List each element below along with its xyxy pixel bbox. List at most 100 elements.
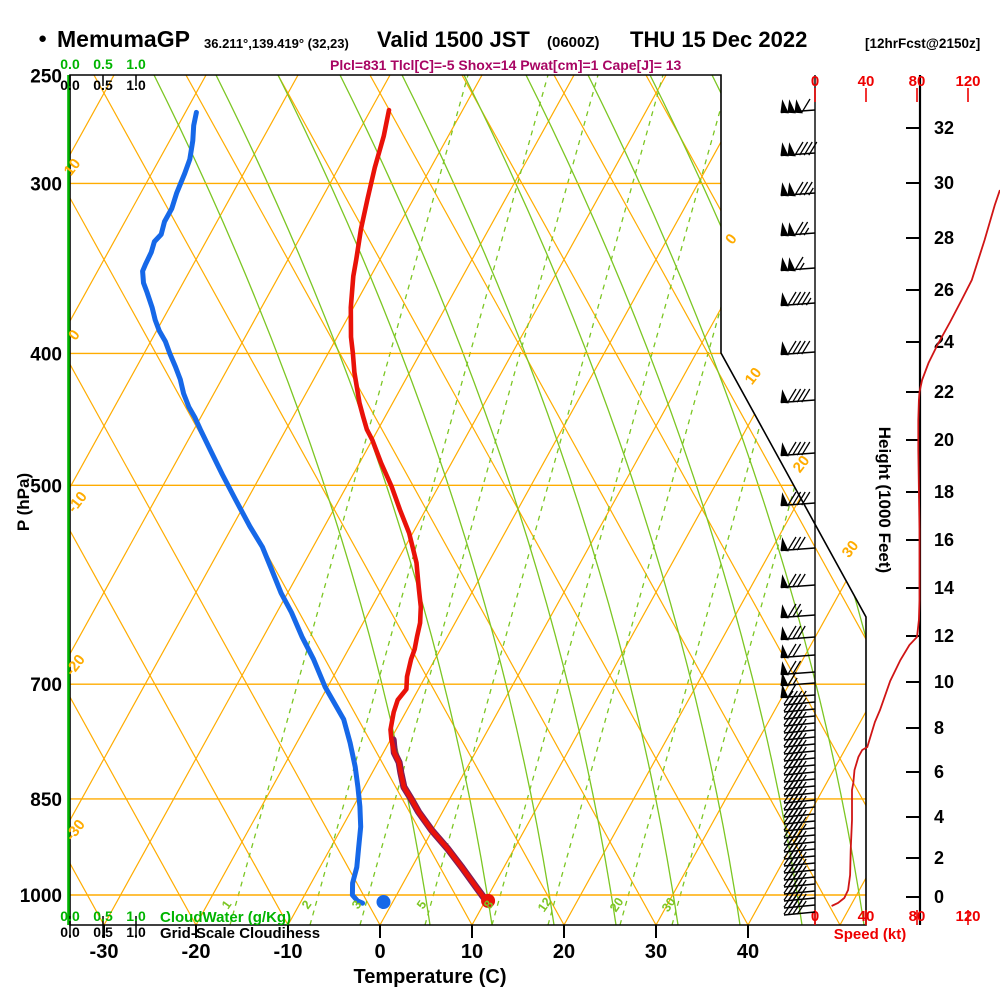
wind-barb-full <box>787 340 797 355</box>
cloudwater-scale-label-top: 1.0 <box>126 56 146 72</box>
valid-date: THU 15 Dec 2022 <box>630 27 808 52</box>
wind-barb-full <box>787 900 798 915</box>
isotherm-label: 0 <box>722 231 741 248</box>
dry-adiabat-line <box>185 75 657 925</box>
height-tick-label: 12 <box>934 626 954 646</box>
mixing-ratio-label: 20 <box>607 895 626 914</box>
wind-barb-staff <box>783 911 816 916</box>
wind-barb-full <box>783 886 794 901</box>
wind-barb-full <box>787 536 797 551</box>
mixing-ratio-line <box>229 75 469 925</box>
wind-barb-half <box>808 187 814 196</box>
wind-barb-full <box>803 141 813 156</box>
height-tick-label: 32 <box>934 118 954 138</box>
wind-barb-full <box>796 625 806 640</box>
isotherm-label: 10 <box>742 364 766 388</box>
wind-barb-pennant <box>780 537 789 552</box>
dry-adiabat-line <box>70 75 289 925</box>
speed-axis-label: Speed (kt) <box>833 926 907 943</box>
wind-barb-full <box>792 625 802 640</box>
wind-speed-profile <box>831 189 1000 907</box>
moist-adiabat-line <box>277 75 555 925</box>
wind-barb-full <box>796 900 807 915</box>
dry-adiabat-label: -30 <box>62 816 89 844</box>
wind-barb-full <box>783 830 794 845</box>
cloudiness-scale-label-top: 0.5 <box>93 77 113 93</box>
wind-barb-full <box>801 98 811 113</box>
wind-barb-full <box>783 753 794 768</box>
wind-barb-pennant <box>780 222 789 237</box>
speed-tick-label-top: 0 <box>811 73 819 90</box>
isotherm-line <box>195 75 667 925</box>
station-name: MemumaGP <box>57 26 190 52</box>
height-tick-label: 26 <box>934 280 954 300</box>
wind-barb-pennant <box>780 442 789 457</box>
cloudiness-scale-label-bottom: 0.0 <box>60 924 80 940</box>
wind-barb-full <box>783 851 794 866</box>
pressure-axis-label: P (hPa) <box>14 472 33 532</box>
wind-barb-full <box>787 441 797 456</box>
speed-tick-label-bottom: 0 <box>811 908 819 925</box>
wind-barb-full <box>801 491 811 506</box>
height-tick-label: 30 <box>934 173 954 193</box>
moist-adiabat-line <box>401 75 679 925</box>
temperature-axis-label: Temperature (C) <box>353 966 507 988</box>
wind-barb-full <box>792 291 802 306</box>
wind-barb-full <box>783 781 794 796</box>
wind-barb-full <box>783 872 794 887</box>
wind-barb-full <box>783 865 794 880</box>
wind-barb-half <box>799 262 805 271</box>
forecast-lead: [12hrFcst@2150z] <box>865 36 981 51</box>
wind-barb-pennant <box>780 626 789 641</box>
height-tick-label: 18 <box>934 482 954 502</box>
wind-barb-pennant <box>780 99 789 114</box>
temperature-tick-label: -10 <box>274 941 303 963</box>
wind-barb-half <box>803 227 810 236</box>
wind-barb-half <box>805 297 812 306</box>
cloudiness-scale-label-bottom: 1.0 <box>126 924 146 940</box>
pressure-tick-label: 1000 <box>20 886 62 907</box>
wind-barb-full <box>792 660 802 675</box>
temperature-tick-label: 10 <box>461 941 483 963</box>
wind-barb-full <box>787 573 797 588</box>
cloudiness-scale-label-top: 0.0 <box>60 77 80 93</box>
wind-barb-pennant <box>787 222 796 237</box>
wind-barb-pennant <box>780 341 789 356</box>
mixing-ratio-line <box>619 75 859 925</box>
wind-barb-full <box>792 900 803 915</box>
dry-adiabat-label: 10 <box>61 155 85 179</box>
wind-barb-full <box>799 221 809 236</box>
cloudwater-scale-label-bottom: 1.0 <box>126 908 146 924</box>
wind-barb-full <box>783 767 794 782</box>
wind-barb-full <box>792 573 802 588</box>
moist-adiabat-line <box>463 75 741 925</box>
valid-time: Valid 1500 JST <box>377 27 530 52</box>
wind-barb-full <box>794 141 804 156</box>
valid-time-utc: (0600Z) <box>547 34 600 51</box>
wind-barb-pennant <box>780 142 789 157</box>
stability-indices: Plcl=831 Tlcl[C]=-5 Shox=14 Pwat[cm]=1 C… <box>330 57 682 73</box>
dry-adiabat-label: -20 <box>62 651 89 679</box>
wind-barbs <box>780 98 818 916</box>
wind-barb-half <box>792 677 798 686</box>
wind-barb-pennant <box>787 142 796 157</box>
height-tick-label: 4 <box>934 807 944 827</box>
wind-barb-pennant <box>780 684 789 699</box>
pressure-tick-label: 850 <box>30 790 62 811</box>
temperature-tick-label: 40 <box>737 941 759 963</box>
temperature-tick-label: 30 <box>645 941 667 963</box>
wind-barb-full <box>787 491 797 506</box>
wind-barb-pennant <box>780 661 789 676</box>
mixing-ratio-line <box>547 75 787 925</box>
wind-barb-pennant <box>780 644 789 659</box>
moist-adiabat-line <box>339 75 617 925</box>
isotherm-line <box>287 75 759 925</box>
height-tick-label: 16 <box>934 530 954 550</box>
wind-barb-full <box>787 291 797 306</box>
wind-barb-full <box>808 141 818 156</box>
wind-barb-full <box>794 221 804 236</box>
wind-barb-full <box>792 340 802 355</box>
isotherm-line <box>655 75 866 925</box>
dewpoint-curve <box>140 109 366 906</box>
mixing-ratio-label: 2 <box>299 898 314 912</box>
